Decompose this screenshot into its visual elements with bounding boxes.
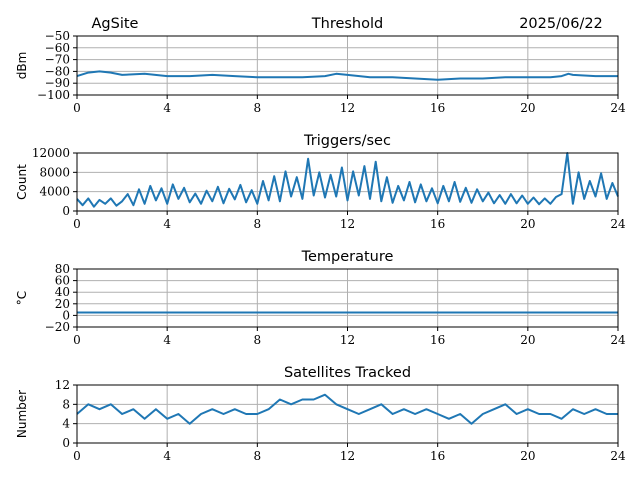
x-tick-label: 4 xyxy=(163,101,171,115)
y-tick-label: −90 xyxy=(45,76,70,90)
x-tick-label: 20 xyxy=(520,449,535,463)
date-label: 2025/06/22 xyxy=(519,16,603,32)
x-tick-label: 0 xyxy=(73,449,81,463)
x-tick-label: 12 xyxy=(340,333,355,347)
y-tick-label: 4 xyxy=(62,417,70,431)
satellites-y-axis-label: Number xyxy=(15,390,29,438)
y-tick-label: −100 xyxy=(37,88,70,102)
triggers-series-line xyxy=(76,152,619,208)
y-tick-label: 8000 xyxy=(39,165,70,179)
x-tick-label: 20 xyxy=(520,333,535,347)
y-tick-label: −60 xyxy=(45,41,70,55)
temperature-title: Temperature xyxy=(301,249,394,265)
triggers-y-axis-label: Count xyxy=(15,164,29,200)
y-tick-label: 0 xyxy=(62,436,70,450)
x-tick-label: 8 xyxy=(254,217,262,231)
satellites-chart: 0 4 8 12 16 20 24 0 4 8 12 Satellites Tracked Number xyxy=(15,365,626,463)
x-tick-label: 12 xyxy=(340,101,355,115)
y-tick-label: −50 xyxy=(45,29,70,43)
satellites-series-line xyxy=(76,393,618,425)
x-tick-label: 8 xyxy=(254,101,262,115)
temperature-y-axis-label: °C xyxy=(15,291,29,305)
x-tick-label: 0 xyxy=(73,333,81,347)
y-tick-label: −80 xyxy=(45,64,70,78)
x-tick-label: 4 xyxy=(163,449,171,463)
y-tick-label: 8 xyxy=(62,397,70,411)
x-tick-label: 24 xyxy=(610,449,626,463)
x-tick-label: 20 xyxy=(520,101,535,115)
x-tick-label: 12 xyxy=(340,449,355,463)
x-tick-label: 12 xyxy=(340,217,355,231)
threshold-title: Threshold xyxy=(311,16,383,32)
y-tick-label: 0 xyxy=(62,204,70,218)
x-tick-label: 16 xyxy=(430,449,445,463)
y-tick-label: 60 xyxy=(55,274,70,288)
x-tick-label: 24 xyxy=(610,101,626,115)
x-tick-label: 20 xyxy=(520,217,535,231)
x-tick-label: 4 xyxy=(163,217,171,231)
y-tick-label: 4000 xyxy=(39,185,70,199)
x-tick-label: 16 xyxy=(430,101,445,115)
threshold-y-axis-label: dBm xyxy=(15,52,29,80)
y-tick-label: −70 xyxy=(45,53,70,67)
charts: 0 4 8 12 16 20 24 −100−90−80−70−60−50 Threshold d… xyxy=(15,16,626,463)
threshold-series-line xyxy=(76,70,618,81)
satellites-title: Satellites Tracked xyxy=(284,365,411,381)
x-tick-label: 4 xyxy=(163,333,171,347)
y-tick-label: −20 xyxy=(45,320,70,334)
y-tick-label: 12000 xyxy=(32,146,70,160)
x-tick-label: 16 xyxy=(430,333,445,347)
x-tick-label: 8 xyxy=(254,449,262,463)
x-tick-label: 24 xyxy=(610,333,626,347)
triggers-title: Triggers/sec xyxy=(303,133,391,149)
y-tick-label: 12 xyxy=(55,378,70,392)
y-tick-label: 0 xyxy=(62,308,70,322)
y-tick-label: 40 xyxy=(55,285,70,299)
x-tick-label: 24 xyxy=(610,217,626,231)
x-tick-label: 8 xyxy=(254,333,262,347)
x-tick-label: 16 xyxy=(430,217,445,231)
triggers-chart: 0 4 8 12 16 20 24 0 4000 8000 12000 Triggers/sec Cou… xyxy=(15,133,626,231)
x-tick-label: 0 xyxy=(73,101,81,115)
y-tick-label: 80 xyxy=(55,262,70,276)
y-tick-label: 20 xyxy=(55,297,70,311)
site-label: AgSite xyxy=(92,16,139,32)
threshold-chart: 0 4 8 12 16 20 24 −100−90−80−70−60−50 Threshold d… xyxy=(15,16,626,115)
x-tick-label: 0 xyxy=(73,217,81,231)
